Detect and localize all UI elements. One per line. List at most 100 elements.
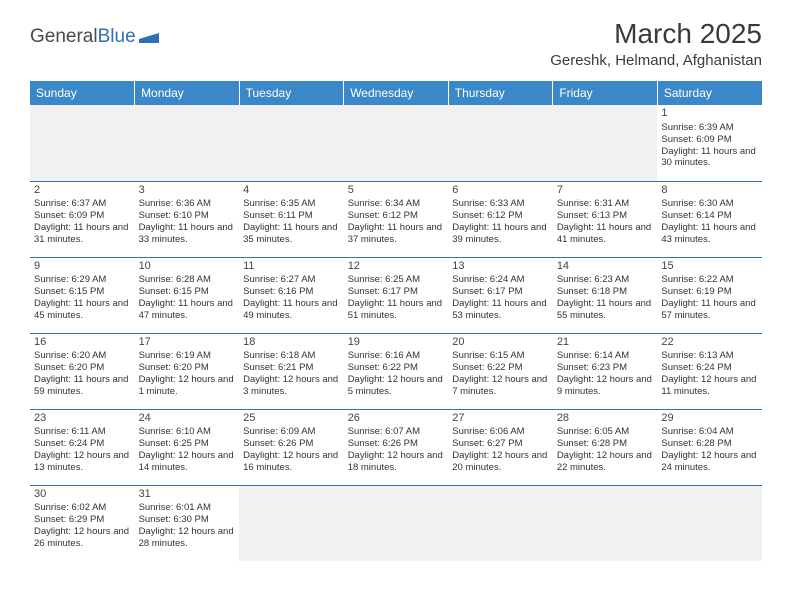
calendar-day-cell: 9Sunrise: 6:29 AMSunset: 6:15 PMDaylight… — [30, 257, 135, 333]
daylight-text: Daylight: 11 hours and 47 minutes. — [139, 298, 236, 322]
day-number: 17 — [139, 336, 236, 350]
calendar-day-cell: 28Sunrise: 6:05 AMSunset: 6:28 PMDayligh… — [553, 409, 658, 485]
sunset-text: Sunset: 6:12 PM — [348, 210, 445, 222]
sunrise-text: Sunrise: 6:25 AM — [348, 274, 445, 286]
sunset-text: Sunset: 6:20 PM — [139, 362, 236, 374]
calendar-week-row: 1Sunrise: 6:39 AMSunset: 6:09 PMDaylight… — [30, 105, 762, 181]
sunrise-text: Sunrise: 6:23 AM — [557, 274, 654, 286]
sunrise-text: Sunrise: 6:34 AM — [348, 198, 445, 210]
page-header: GeneralBlue March 2025 Gereshk, Helmand,… — [0, 0, 792, 75]
calendar-week-row: 30Sunrise: 6:02 AMSunset: 6:29 PMDayligh… — [30, 485, 762, 561]
day-number: 8 — [661, 184, 758, 198]
daylight-text: Daylight: 12 hours and 26 minutes. — [34, 526, 131, 550]
calendar-day-cell: 22Sunrise: 6:13 AMSunset: 6:24 PMDayligh… — [657, 333, 762, 409]
sunrise-text: Sunrise: 6:31 AM — [557, 198, 654, 210]
sunrise-text: Sunrise: 6:39 AM — [661, 122, 758, 134]
day-number: 5 — [348, 184, 445, 198]
sunset-text: Sunset: 6:24 PM — [34, 438, 131, 450]
daylight-text: Daylight: 11 hours and 37 minutes. — [348, 222, 445, 246]
sunset-text: Sunset: 6:30 PM — [139, 514, 236, 526]
weekday-header: Sunday — [30, 81, 135, 105]
daylight-text: Daylight: 12 hours and 3 minutes. — [243, 374, 340, 398]
day-number: 10 — [139, 260, 236, 274]
calendar-day-cell: 4Sunrise: 6:35 AMSunset: 6:11 PMDaylight… — [239, 181, 344, 257]
sunrise-text: Sunrise: 6:16 AM — [348, 350, 445, 362]
flag-icon — [139, 29, 159, 43]
weekday-header: Friday — [553, 81, 658, 105]
calendar-day-cell: 13Sunrise: 6:24 AMSunset: 6:17 PMDayligh… — [448, 257, 553, 333]
calendar-empty-cell — [239, 105, 344, 181]
calendar-week-row: 23Sunrise: 6:11 AMSunset: 6:24 PMDayligh… — [30, 409, 762, 485]
day-number: 19 — [348, 336, 445, 350]
calendar-day-cell: 27Sunrise: 6:06 AMSunset: 6:27 PMDayligh… — [448, 409, 553, 485]
sunset-text: Sunset: 6:18 PM — [557, 286, 654, 298]
day-number: 1 — [661, 107, 758, 121]
sunrise-text: Sunrise: 6:19 AM — [139, 350, 236, 362]
sunrise-text: Sunrise: 6:30 AM — [661, 198, 758, 210]
daylight-text: Daylight: 11 hours and 33 minutes. — [139, 222, 236, 246]
calendar-day-cell: 10Sunrise: 6:28 AMSunset: 6:15 PMDayligh… — [135, 257, 240, 333]
sunset-text: Sunset: 6:23 PM — [557, 362, 654, 374]
brand-name-2: Blue — [98, 26, 136, 48]
calendar-week-row: 2Sunrise: 6:37 AMSunset: 6:09 PMDaylight… — [30, 181, 762, 257]
calendar-day-cell: 31Sunrise: 6:01 AMSunset: 6:30 PMDayligh… — [135, 485, 240, 561]
sunset-text: Sunset: 6:28 PM — [557, 438, 654, 450]
sunrise-text: Sunrise: 6:20 AM — [34, 350, 131, 362]
calendar-day-cell: 15Sunrise: 6:22 AMSunset: 6:19 PMDayligh… — [657, 257, 762, 333]
daylight-text: Daylight: 12 hours and 18 minutes. — [348, 450, 445, 474]
calendar-day-cell: 2Sunrise: 6:37 AMSunset: 6:09 PMDaylight… — [30, 181, 135, 257]
day-number: 23 — [34, 412, 131, 426]
calendar-day-cell: 29Sunrise: 6:04 AMSunset: 6:28 PMDayligh… — [657, 409, 762, 485]
calendar-day-cell: 12Sunrise: 6:25 AMSunset: 6:17 PMDayligh… — [344, 257, 449, 333]
daylight-text: Daylight: 11 hours and 39 minutes. — [452, 222, 549, 246]
sunrise-text: Sunrise: 6:24 AM — [452, 274, 549, 286]
day-number: 21 — [557, 336, 654, 350]
sunset-text: Sunset: 6:24 PM — [661, 362, 758, 374]
sunset-text: Sunset: 6:17 PM — [348, 286, 445, 298]
calendar-day-cell: 25Sunrise: 6:09 AMSunset: 6:26 PMDayligh… — [239, 409, 344, 485]
calendar-day-cell: 16Sunrise: 6:20 AMSunset: 6:20 PMDayligh… — [30, 333, 135, 409]
daylight-text: Daylight: 11 hours and 43 minutes. — [661, 222, 758, 246]
calendar-empty-cell — [448, 485, 553, 561]
day-number: 16 — [34, 336, 131, 350]
sunset-text: Sunset: 6:26 PM — [243, 438, 340, 450]
sunset-text: Sunset: 6:17 PM — [452, 286, 549, 298]
daylight-text: Daylight: 11 hours and 41 minutes. — [557, 222, 654, 246]
daylight-text: Daylight: 11 hours and 51 minutes. — [348, 298, 445, 322]
sunset-text: Sunset: 6:22 PM — [348, 362, 445, 374]
daylight-text: Daylight: 11 hours and 59 minutes. — [34, 374, 131, 398]
calendar-body: 1Sunrise: 6:39 AM Sunset: 6:09 PM Daylight… — [30, 105, 762, 561]
sunrise-text: Sunrise: 6:13 AM — [661, 350, 758, 362]
sunset-text: Sunset: 6:14 PM — [661, 210, 758, 222]
sunrise-text: Sunrise: 6:07 AM — [348, 426, 445, 438]
daylight-text: Daylight: 11 hours and 49 minutes. — [243, 298, 340, 322]
day-number: 13 — [452, 260, 549, 274]
sunset-text: Sunset: 6:09 PM — [34, 210, 131, 222]
weekday-header: Thursday — [448, 81, 553, 105]
calendar-week-row: 9Sunrise: 6:29 AMSunset: 6:15 PMDaylight… — [30, 257, 762, 333]
sunset-text: Sunset: 6:13 PM — [557, 210, 654, 222]
day-number: 18 — [243, 336, 340, 350]
calendar-empty-cell — [30, 105, 135, 181]
day-number: 11 — [243, 260, 340, 274]
day-number: 27 — [452, 412, 549, 426]
calendar-empty-cell — [448, 105, 553, 181]
day-number: 31 — [139, 488, 236, 502]
calendar-empty-cell — [135, 105, 240, 181]
calendar-empty-cell — [553, 485, 658, 561]
sunset-text: Sunset: 6:15 PM — [34, 286, 131, 298]
calendar-day-cell: 1Sunrise: 6:39 AMSunset: 6:09 PMDaylight… — [657, 105, 762, 181]
daylight-text: Daylight: 11 hours and 53 minutes. — [452, 298, 549, 322]
sunset-text: Sunset: 6:19 PM — [661, 286, 758, 298]
daylight-text: Daylight: 12 hours and 7 minutes. — [452, 374, 549, 398]
sunset-text: Sunset: 6:12 PM — [452, 210, 549, 222]
calendar-day-cell: 11Sunrise: 6:27 AMSunset: 6:16 PMDayligh… — [239, 257, 344, 333]
location-label: Gereshk, Helmand, Afghanistan — [550, 52, 762, 69]
day-number: 26 — [348, 412, 445, 426]
sunrise-text: Sunrise: 6:09 AM — [243, 426, 340, 438]
calendar-empty-cell — [344, 485, 449, 561]
sunset-text: Sunset: 6:16 PM — [243, 286, 340, 298]
daylight-text: Daylight: 12 hours and 16 minutes. — [243, 450, 340, 474]
sunset-text: Sunset: 6:26 PM — [348, 438, 445, 450]
calendar-table: SundayMondayTuesdayWednesdayThursdayFrid… — [30, 81, 762, 561]
